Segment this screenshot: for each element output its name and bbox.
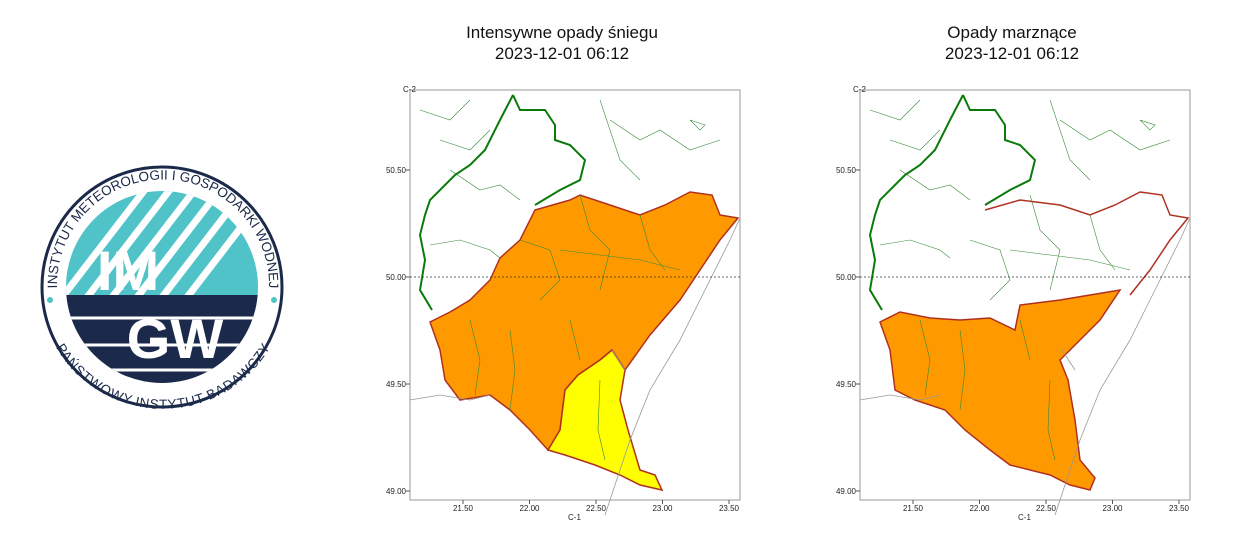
x-tick-label: 22.00	[969, 504, 990, 513]
county-borders	[419, 99, 721, 461]
county-borders	[869, 99, 1171, 461]
map-title: Opady marznące	[947, 23, 1076, 42]
weather-map: Intensywne opady śniegu 2023-12-01 06:12 C…	[386, 23, 741, 522]
x-tick-label: 23.50	[1169, 504, 1190, 513]
x-tick-label: 23.50	[719, 504, 740, 513]
y-tick-label: 49.00	[836, 487, 857, 496]
region-border	[868, 94, 1037, 311]
map-time: 2023-12-01 06:12	[495, 44, 629, 63]
y-tick-label: 49.50	[386, 380, 407, 389]
map-time: 2023-12-01 06:12	[945, 44, 1079, 63]
logo-im: IM	[97, 239, 159, 302]
x-tick-label: 23.00	[1102, 504, 1123, 513]
y-tick-label: 49.50	[836, 380, 857, 389]
warning-level-2	[429, 191, 740, 452]
x-tick-label: 22.50	[1036, 504, 1057, 513]
country-border	[859, 217, 1191, 516]
weather-map: Opady marznące 2023-12-01 06:12 C-2 C-1 50.5…	[836, 23, 1191, 522]
y-tick-label: 50.00	[836, 273, 857, 282]
x-tick-label: 21.50	[903, 504, 924, 513]
map-title: Intensywne opady śniegu	[466, 23, 658, 42]
x-tick-label: 23.00	[652, 504, 673, 513]
y-tick-label: 50.50	[386, 166, 407, 175]
logo: IM GW INSTYTUT METEOROLOGII I GOSPODARKI…	[40, 165, 284, 412]
corner-label: C-1	[1018, 513, 1031, 522]
warning-level-2	[879, 288, 1122, 491]
y-tick-label: 49.00	[386, 487, 407, 496]
corner-label: C-1	[568, 513, 581, 522]
y-tick-label: 50.50	[836, 166, 857, 175]
logo-gw: GW	[127, 307, 224, 370]
corner-label: C-2	[403, 85, 416, 94]
x-tick-label: 22.50	[586, 504, 607, 513]
region-border	[418, 94, 587, 311]
x-tick-label: 22.00	[519, 504, 540, 513]
x-tick-label: 21.50	[453, 504, 474, 513]
corner-label: C-2	[853, 85, 866, 94]
country-border	[409, 217, 741, 516]
district-outline	[984, 191, 1190, 296]
y-tick-label: 50.00	[386, 273, 407, 282]
